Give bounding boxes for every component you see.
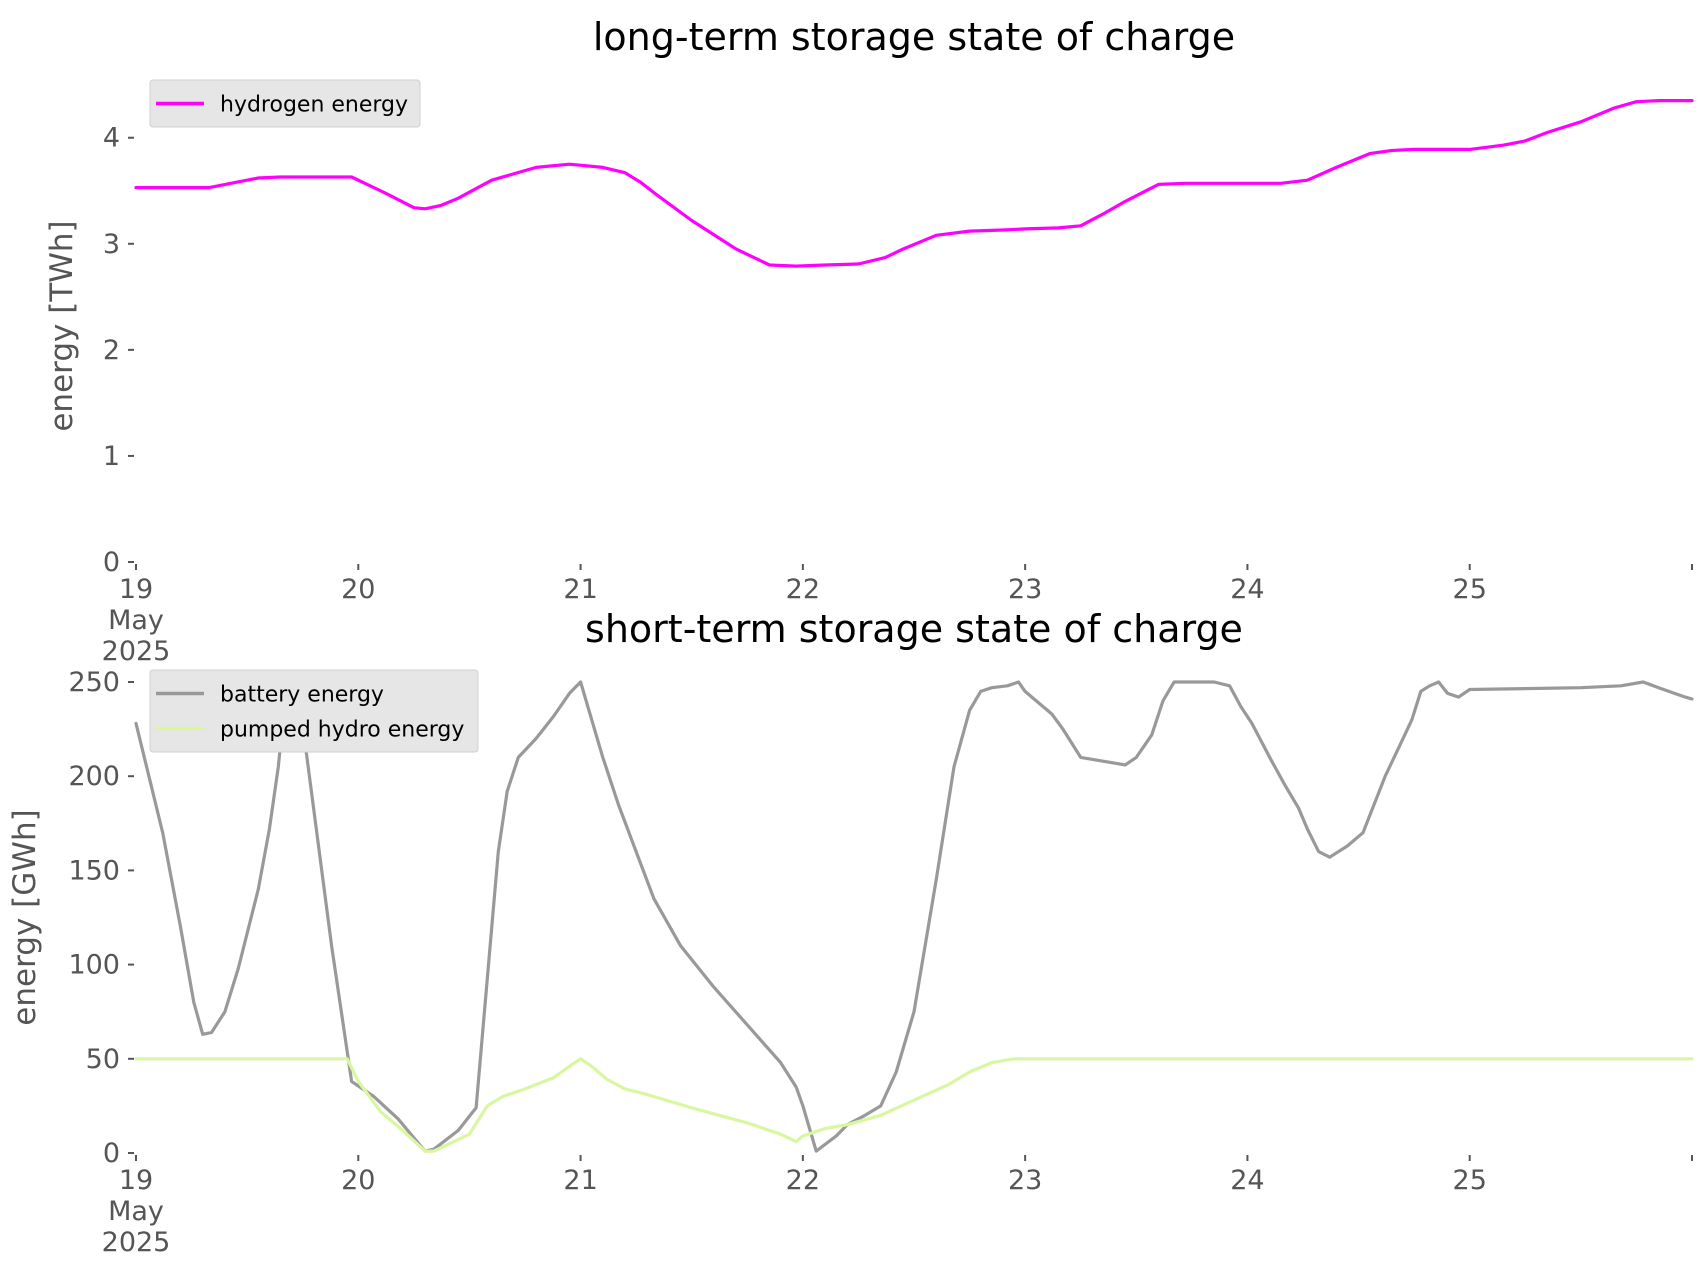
- x-tick-label: 25: [1453, 574, 1487, 605]
- legend-box: [149, 79, 421, 128]
- x-tick-label: 24: [1230, 574, 1264, 605]
- x-tick-label-line: 25: [1453, 1165, 1487, 1196]
- x-tick-label: 23: [1008, 1165, 1042, 1196]
- y-tick-label: 50: [86, 1044, 120, 1075]
- x-tick-label-line: 19: [119, 1165, 153, 1196]
- chart-title: short-term storage state of charge: [585, 607, 1243, 651]
- y-tick-label: 0: [103, 547, 120, 578]
- y-tick-label: 2: [103, 335, 120, 366]
- x-tick-label-line: 21: [563, 574, 597, 605]
- x-tick-label: 19 May 2025: [102, 574, 171, 667]
- y-axis-label: energy [GWh]: [7, 809, 43, 1025]
- x-tick-label-line: May: [108, 605, 164, 636]
- series-line-pumped-hydro-energy: [134, 1057, 1694, 1153]
- x-tick-label: 20: [341, 574, 375, 605]
- x-tick-label: 21: [563, 1165, 597, 1196]
- short-term-storage-panel: short-term storage state of charge energy…: [7, 607, 1694, 1258]
- x-tick-label: 23: [1008, 574, 1042, 605]
- x-tick-label: 20: [341, 1165, 375, 1196]
- x-tick-label-line: 21: [563, 1165, 597, 1196]
- y-tick-label: 4: [103, 123, 120, 154]
- long-term-storage-panel: long-term storage state of charge energy …: [44, 15, 1694, 667]
- chart-title: long-term storage state of charge: [593, 15, 1235, 59]
- y-axis-label: energy [TWh]: [44, 220, 80, 431]
- x-tick-label-line: 23: [1008, 574, 1042, 605]
- x-tick-label-line: 20: [341, 574, 375, 605]
- x-tick-label-line: 25: [1453, 574, 1487, 605]
- series-line-hydrogen-energy: [134, 98, 1694, 268]
- x-tick-label: 19 May 2025: [102, 1165, 171, 1258]
- x-tick-label-line: 23: [1008, 1165, 1042, 1196]
- x-tick-label: 22: [786, 1165, 820, 1196]
- x-tick-label: 21: [563, 574, 597, 605]
- y-tick-label: 150: [68, 855, 120, 886]
- x-tick-label-line: May: [108, 1196, 164, 1227]
- x-tick-label-line: 2025: [102, 1227, 171, 1258]
- x-tick-label-line: 22: [786, 574, 820, 605]
- x-tick-label: 25: [1453, 1165, 1487, 1196]
- x-tick-label: 22: [786, 574, 820, 605]
- legend-box: [149, 669, 479, 753]
- x-tick-label-line: 24: [1230, 1165, 1264, 1196]
- y-tick-label: 1: [103, 441, 120, 472]
- x-tick-label: 24: [1230, 1165, 1264, 1196]
- legend-label: battery energy: [220, 683, 384, 708]
- x-tick-label-line: 19: [119, 574, 153, 605]
- legend-label: hydrogen energy: [220, 93, 408, 118]
- y-tick-label: 0: [103, 1138, 120, 1169]
- x-tick-label-line: 2025: [102, 636, 171, 667]
- y-tick-label: 200: [68, 761, 120, 792]
- legend-label: pumped hydro energy: [220, 718, 464, 743]
- x-tick-label-line: 22: [786, 1165, 820, 1196]
- y-tick-label: 100: [68, 950, 120, 981]
- x-tick-label-line: 20: [341, 1165, 375, 1196]
- series-line-battery-energy: [134, 680, 1694, 1153]
- y-tick-label: 3: [103, 229, 120, 260]
- y-tick-label: 250: [68, 667, 120, 698]
- x-tick-label-line: 24: [1230, 574, 1264, 605]
